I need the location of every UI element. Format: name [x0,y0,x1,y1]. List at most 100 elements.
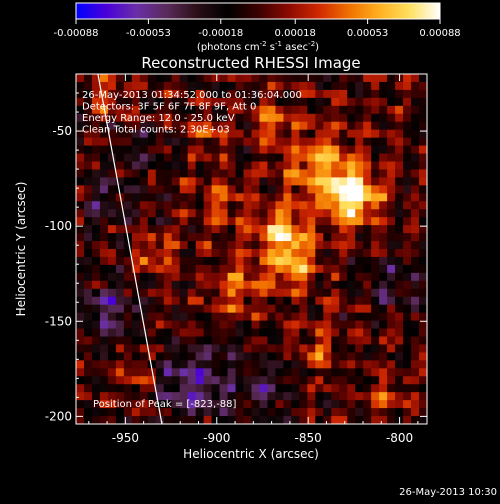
heatmap-cell [115,249,125,258]
heatmap-cell [299,249,308,258]
heatmap-cell [395,161,404,171]
heatmap-cell [419,312,427,322]
heatmap-cell [91,153,101,163]
heatmap-cell [147,145,157,155]
heatmap-cell [171,328,181,338]
heatmap-cell [275,288,285,298]
heatmap-cell [371,209,380,218]
heatmap-cell [155,121,165,131]
heatmap-cell [203,121,213,131]
heatmap-cell [131,121,141,131]
heatmap-cell [259,344,269,353]
heatmap-cell [379,376,388,385]
heatmap-cell [123,225,133,234]
heatmap-cell [411,121,420,131]
heatmap-cell [243,74,253,83]
heatmap-cell [219,74,229,83]
heatmap-cell [195,408,205,417]
heatmap-cell [355,360,364,369]
heatmap-cell [355,225,364,234]
heatmap-cell [339,400,348,409]
heatmap-cell [115,185,125,194]
heatmap-cell [107,288,117,298]
heatmap-cell [91,209,101,218]
heatmap-cell [339,256,348,266]
heatmap-cell [251,408,261,417]
heatmap-cell [259,121,269,131]
heatmap-cell [203,416,213,424]
heatmap-cell [179,384,189,393]
heatmap-cell [243,304,253,314]
heatmap-cell [155,368,165,377]
heatmap-cell [403,145,412,155]
heatmap-cell [291,177,300,186]
heatmap-cell [211,153,221,163]
heatmap-cell [155,177,165,186]
x-tick-label: -900 [203,431,230,445]
heatmap-cell [267,312,277,322]
heatmap-cell [131,392,141,401]
heatmap-cell [259,201,269,210]
heatmap-cell [299,312,308,322]
heatmap-cell [251,352,261,361]
heatmap-cell [291,185,300,194]
heatmap-cell [211,193,221,202]
heatmap-cell [323,185,332,194]
heatmap-cell [187,193,197,202]
heatmap-cell [331,217,340,226]
heatmap-cell [203,153,213,163]
heatmap-cell [203,368,213,377]
heatmap-cell [283,193,292,202]
heatmap-cell [323,97,332,107]
heatmap-cell [179,121,189,131]
heatmap-cell [76,169,85,178]
heatmap-cell [187,105,197,115]
heatmap-cell [339,392,348,401]
heatmap-cell [299,81,308,91]
heatmap-cell [163,368,173,377]
heatmap-cell [323,344,332,353]
heatmap-cell [267,400,277,409]
heatmap-cell [147,217,157,226]
heatmap-cell [203,129,213,139]
heatmap-cell [76,392,85,401]
heatmap-cell [243,264,253,274]
heatmap-cell [371,312,380,322]
heatmap-cell [171,272,181,282]
heatmap-cell [331,137,340,147]
heatmap-cell [235,217,245,226]
heatmap-cell [355,233,364,242]
heatmap-cell [155,241,165,250]
heatmap-cell [235,328,245,338]
heatmap-cell [275,225,285,234]
heatmap-cell [347,137,356,147]
heatmap-cell [403,129,412,139]
heatmap-cell [76,241,85,250]
heatmap-cell [403,89,412,99]
heatmap-cell [339,360,348,369]
heatmap-cell [267,161,277,171]
heatmap-cell [419,241,427,250]
heatmap-cell [83,296,93,306]
heatmap-cell [123,336,133,346]
heatmap-cell [171,217,181,226]
heatmap-cell [259,241,269,250]
heatmap-cell [187,177,197,186]
heatmap-cell [315,376,324,385]
heatmap-cell [259,264,269,274]
heatmap-cell [267,376,277,385]
heatmap-cell [203,145,213,155]
heatmap-cell [227,97,237,107]
heatmap-cell [171,81,181,91]
heatmap-cell [411,352,420,361]
heatmap-cell [83,74,93,83]
heatmap-cell [307,312,316,322]
heatmap-cell [107,280,117,290]
heatmap-cell [219,288,229,298]
heatmap-cell [107,256,117,266]
heatmap-cell [283,201,292,210]
heatmap-cell [379,225,388,234]
heatmap-cell [235,256,245,266]
heatmap-cell [123,137,133,147]
heatmap-cell [243,217,253,226]
